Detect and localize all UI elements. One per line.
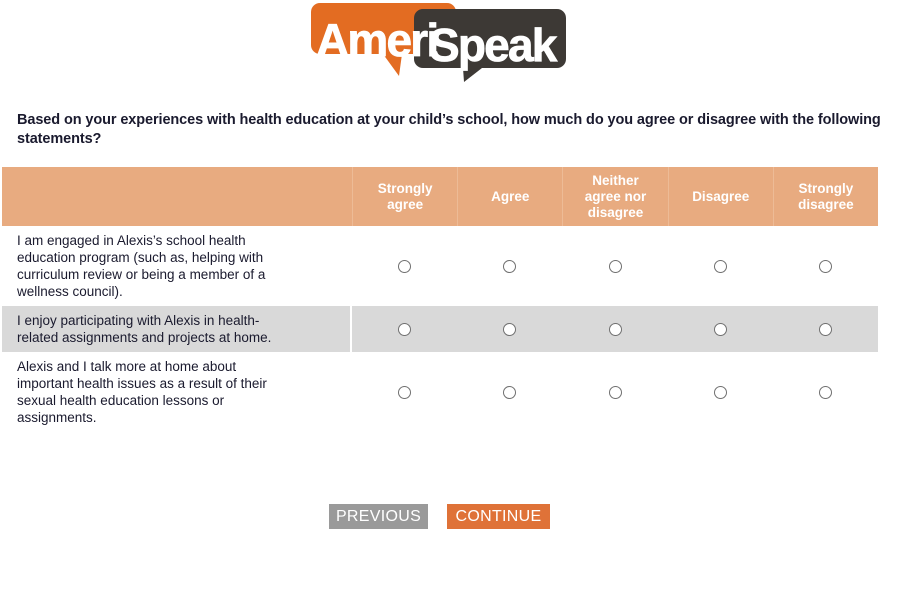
svg-text:Ameri: Ameri (316, 14, 437, 66)
svg-text:Speak: Speak (429, 19, 558, 71)
